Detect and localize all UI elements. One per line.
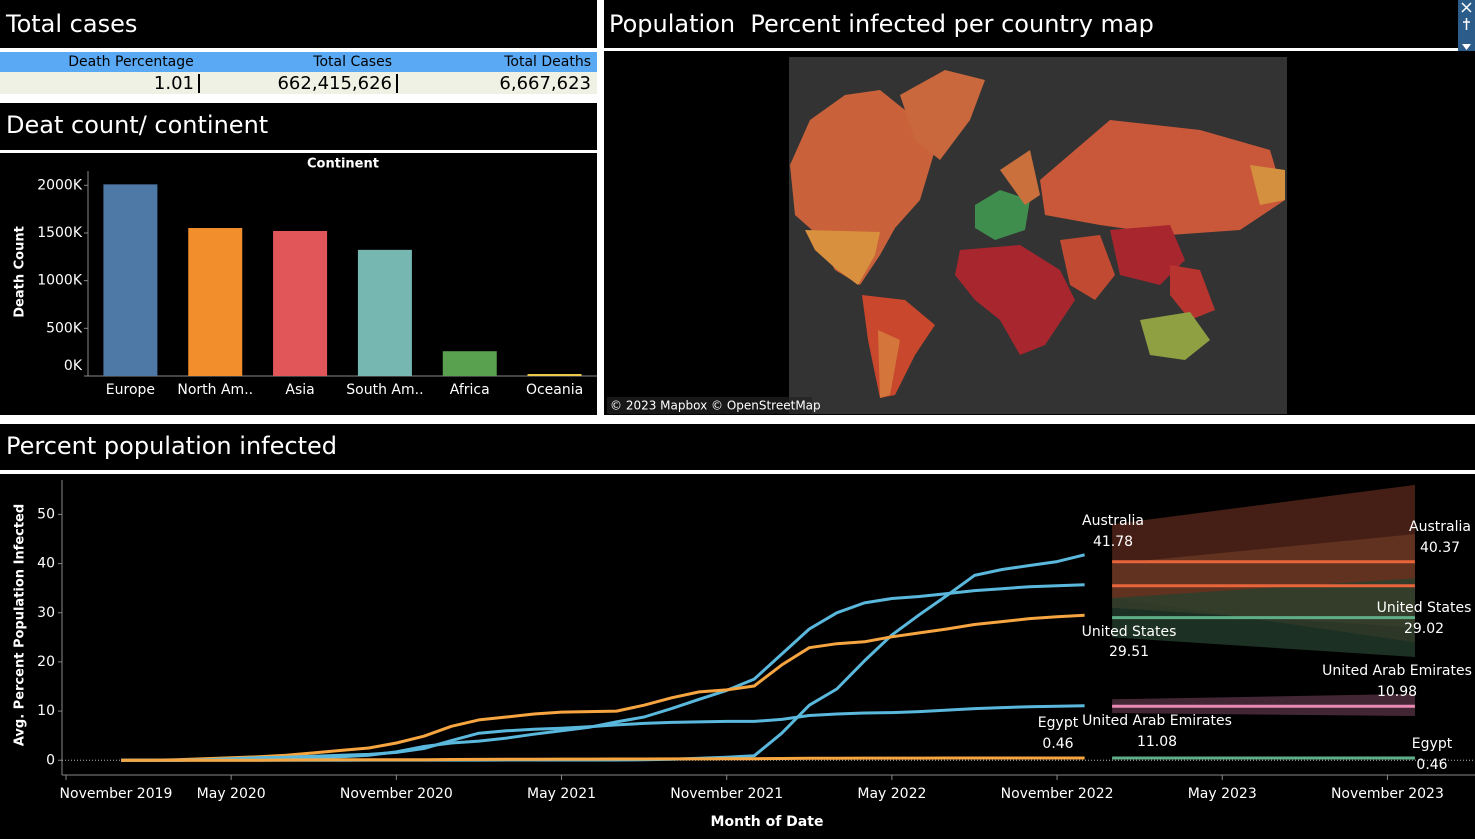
series-value-label: 29.02 bbox=[1404, 621, 1444, 637]
country bbox=[1250, 165, 1285, 205]
y-tick-label: 20 bbox=[37, 654, 55, 670]
series-value-label: 29.51 bbox=[1109, 644, 1149, 660]
series-line bbox=[121, 756, 1085, 762]
bar bbox=[188, 228, 243, 376]
x-tick-label: Asia bbox=[285, 382, 314, 398]
x-tick-label: May 2020 bbox=[197, 786, 266, 802]
y-tick-label: 30 bbox=[37, 605, 55, 621]
series-value-label: 10.98 bbox=[1377, 684, 1417, 700]
series-label: United States bbox=[1377, 600, 1472, 616]
country bbox=[1040, 120, 1285, 235]
country bbox=[1000, 150, 1040, 205]
panel-title: Percent population infected bbox=[6, 432, 337, 460]
country bbox=[975, 190, 1030, 240]
panel-title: Deat count/ continent bbox=[6, 111, 268, 139]
y-tick-label: 0 bbox=[46, 752, 55, 768]
panel-title: Total cases bbox=[5, 10, 137, 38]
bar bbox=[103, 184, 158, 376]
x-tick-label: November 2020 bbox=[340, 786, 453, 802]
country bbox=[1110, 225, 1185, 285]
country bbox=[1140, 312, 1210, 360]
country bbox=[805, 230, 880, 285]
x-tick-label: November 2022 bbox=[1001, 786, 1114, 802]
country bbox=[900, 70, 985, 160]
series-value-label: 0.46 bbox=[1042, 736, 1073, 752]
country bbox=[878, 330, 900, 398]
x-tick-label: May 2022 bbox=[857, 786, 926, 802]
y-tick-label: 500K bbox=[46, 320, 83, 336]
panel-header bbox=[604, 0, 1458, 48]
series-value-label: 11.08 bbox=[1137, 734, 1177, 750]
series-line bbox=[121, 613, 1085, 762]
menu-icon[interactable] bbox=[1462, 44, 1471, 50]
y-tick-label: 10 bbox=[37, 703, 55, 719]
table-header: Death Percentage bbox=[68, 54, 194, 70]
y-tick-label: 2000K bbox=[37, 177, 83, 193]
x-tick-label: November 2021 bbox=[670, 786, 783, 802]
y-tick-label: 50 bbox=[37, 506, 55, 522]
pin-icon[interactable] bbox=[1463, 18, 1470, 30]
y-tick-label: 1000K bbox=[37, 273, 83, 289]
chart-title: Continent bbox=[307, 157, 379, 172]
close-icon[interactable] bbox=[1461, 2, 1472, 13]
y-axis-label: Death Count bbox=[13, 226, 28, 318]
table-value-row bbox=[0, 72, 597, 94]
table-cell: 6,667,623 bbox=[499, 73, 591, 94]
table-header: Total Deaths bbox=[503, 54, 591, 70]
attribution-bg bbox=[607, 397, 812, 414]
series-label: Australia bbox=[1409, 519, 1471, 535]
map-attribution: © 2023 Mapbox © OpenStreetMap bbox=[610, 399, 821, 413]
x-tick-label: May 2021 bbox=[527, 786, 596, 802]
country bbox=[955, 245, 1075, 355]
x-tick-label: South Am.. bbox=[346, 382, 423, 398]
table-cell: 662,415,626 bbox=[277, 73, 392, 94]
country bbox=[1060, 235, 1115, 300]
table-header-row bbox=[0, 52, 597, 72]
series-label: United Arab Emirates bbox=[1082, 713, 1232, 729]
series-value-label: 0.46 bbox=[1416, 757, 1447, 773]
panel-header bbox=[0, 424, 1475, 470]
y-axis-label: Avg. Percent Population Infected bbox=[13, 504, 28, 746]
panel-header bbox=[0, 103, 597, 150]
series-label: Australia bbox=[1082, 513, 1144, 529]
y-tick-label: 40 bbox=[37, 556, 55, 572]
panel-header bbox=[0, 0, 597, 48]
x-tick-label: Africa bbox=[450, 382, 490, 398]
y-tick-label: 1500K bbox=[37, 225, 83, 241]
x-tick-label: November 2023 bbox=[1331, 786, 1444, 802]
series-value-label: 41.78 bbox=[1093, 534, 1133, 550]
series-value-label: 40.37 bbox=[1420, 540, 1460, 556]
x-tick-label: May 2023 bbox=[1188, 786, 1257, 802]
bar bbox=[273, 230, 328, 376]
series-line bbox=[121, 704, 1085, 762]
table-header: Total Cases bbox=[312, 54, 392, 70]
y-tick-label: 0K bbox=[64, 358, 83, 374]
series-label: United States bbox=[1082, 624, 1177, 640]
map bbox=[789, 57, 1287, 414]
x-tick-label: North Am.. bbox=[177, 382, 253, 398]
series-label: United Arab Emirates bbox=[1322, 663, 1472, 679]
x-tick-label: November 2019 bbox=[60, 786, 173, 802]
table-cell: 1.01 bbox=[154, 73, 194, 94]
bar bbox=[357, 249, 412, 376]
country bbox=[1170, 265, 1215, 320]
x-tick-label: Europe bbox=[106, 382, 155, 398]
series-label: Egypt bbox=[1412, 736, 1453, 752]
bar bbox=[527, 373, 582, 376]
x-axis-label: Month of Date bbox=[711, 814, 824, 830]
panel-title: Population Percent infected per country … bbox=[609, 10, 1154, 38]
series-label: Egypt bbox=[1038, 715, 1079, 731]
x-tick-label: Oceania bbox=[526, 382, 583, 398]
bar bbox=[442, 351, 497, 376]
